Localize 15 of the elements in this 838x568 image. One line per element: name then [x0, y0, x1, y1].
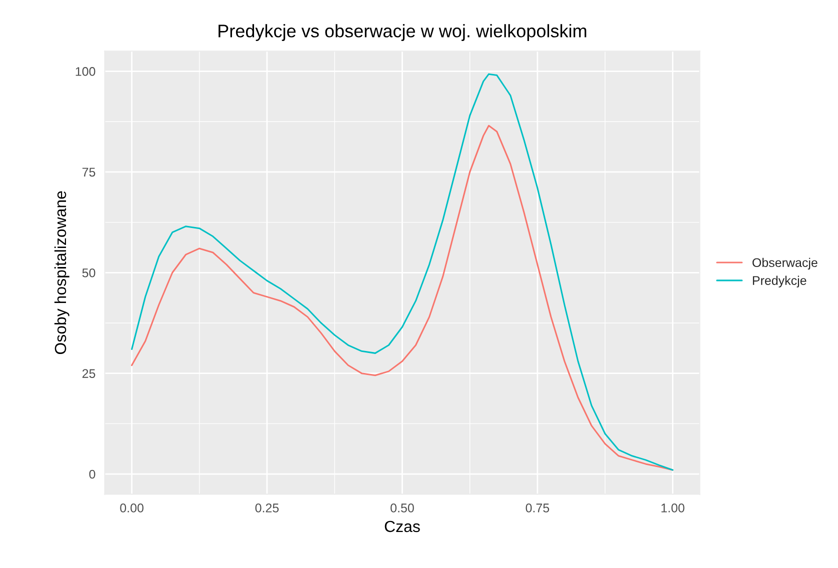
x-tick-label: 0.75: [526, 504, 550, 512]
y-tick-label: 25: [82, 369, 96, 378]
chart-title: Predykcje vs obserwacje w woj. wielkopolskim: [218, 24, 586, 41]
y-tick-label: 75: [82, 168, 96, 177]
y-tick-label: 50: [82, 268, 96, 278]
x-tick-label: 0.50: [390, 504, 414, 512]
y-tick-label: 0: [89, 470, 96, 479]
x-tick-label: 0.25: [255, 504, 279, 512]
x-axis-title: Czas: [384, 520, 420, 532]
legend-label: Predykcje: [752, 276, 806, 288]
x-tick-label: 1.00: [661, 504, 684, 512]
y-tick-label: 100: [76, 67, 96, 76]
legend-label: Obserwacje: [752, 258, 818, 270]
x-tick-label: 0.00: [120, 504, 144, 512]
y-axis-title: Osoby hospitalizowane: [54, 191, 70, 354]
